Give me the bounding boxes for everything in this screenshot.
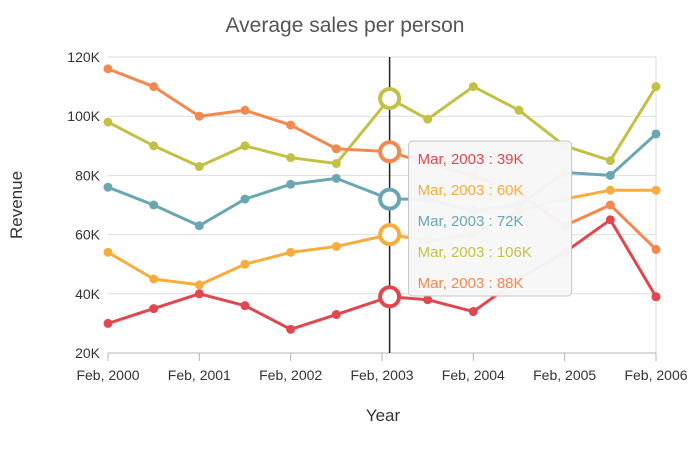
data-point (103, 182, 113, 192)
y-tick-label: 40K (75, 286, 101, 302)
data-point (423, 114, 433, 124)
x-tick-label: Feb, 2004 (442, 367, 505, 383)
data-point (605, 185, 615, 195)
data-point (605, 215, 615, 225)
data-point (240, 194, 250, 204)
data-point (331, 173, 341, 183)
y-tick-label: 80K (75, 167, 101, 183)
data-point (605, 156, 615, 166)
data-point (149, 200, 159, 210)
tooltip-line: Mar, 2003 : 72K (418, 213, 524, 230)
y-tick-label: 120K (67, 49, 100, 65)
x-tick-label: Feb, 2000 (76, 367, 139, 383)
y-tick-label: 20K (75, 345, 101, 361)
axes: 20K 40K 60K 80K 100K 120K Feb, 2000 Feb, 2001 Fe… (67, 49, 687, 383)
data-point (286, 324, 296, 334)
tooltip-box (408, 140, 573, 297)
data-point (468, 307, 478, 317)
highlight-marker (378, 86, 402, 110)
data-point (651, 185, 661, 195)
highlight-marker (378, 187, 402, 211)
data-point (286, 247, 296, 257)
data-point (240, 259, 250, 269)
data-point (514, 105, 524, 115)
data-point (331, 310, 341, 320)
y-tick-label: 100K (67, 108, 100, 124)
data-point (194, 280, 204, 290)
x-tick-label: Feb, 2001 (168, 367, 231, 383)
data-point (423, 295, 433, 305)
data-point (103, 64, 113, 74)
data-point (194, 111, 204, 121)
data-point (194, 162, 204, 172)
data-point (331, 144, 341, 154)
y-tick-label: 60K (75, 227, 101, 243)
chart-title: Average sales per person (226, 14, 465, 37)
data-point (651, 129, 661, 139)
x-tick-label: Feb, 2005 (533, 367, 596, 383)
data-point (605, 170, 615, 180)
data-point (240, 105, 250, 115)
data-point (194, 221, 204, 231)
x-tick-label: Feb, 2006 (624, 367, 687, 383)
data-point (149, 82, 159, 92)
data-point (149, 304, 159, 314)
tooltip-line: Mar, 2003 : 60K (418, 182, 524, 199)
tooltip-line: Mar, 2003 : 88K (418, 275, 524, 292)
data-point (286, 120, 296, 130)
x-tick-label: Feb, 2002 (259, 367, 322, 383)
highlight-marker (378, 285, 402, 309)
data-point (286, 179, 296, 189)
tooltip: Mar, 2003 : 39K Mar, 2003 : 60K Mar, 2003 … (408, 140, 573, 297)
data-point (103, 318, 113, 328)
data-point (149, 274, 159, 284)
data-point (651, 292, 661, 302)
data-point (605, 200, 615, 210)
highlight-marker (378, 223, 402, 247)
data-point (149, 141, 159, 151)
crosshair (378, 57, 402, 353)
data-point (651, 82, 661, 92)
highlight-marker (378, 140, 402, 164)
tooltip-line: Mar, 2003 : 106K (418, 244, 532, 261)
x-tick-label: Feb, 2003 (350, 367, 413, 383)
x-axis-label: Year (366, 406, 401, 425)
data-point (331, 241, 341, 251)
tooltip-line: Mar, 2003 : 39K (418, 151, 524, 168)
data-point (331, 159, 341, 169)
data-point (286, 153, 296, 163)
data-point (651, 244, 661, 254)
data-point (103, 247, 113, 257)
data-point (240, 141, 250, 151)
y-axis-label: Revenue (7, 171, 26, 239)
data-point (240, 301, 250, 311)
data-point (103, 117, 113, 127)
data-point (194, 289, 204, 299)
data-point (468, 82, 478, 92)
